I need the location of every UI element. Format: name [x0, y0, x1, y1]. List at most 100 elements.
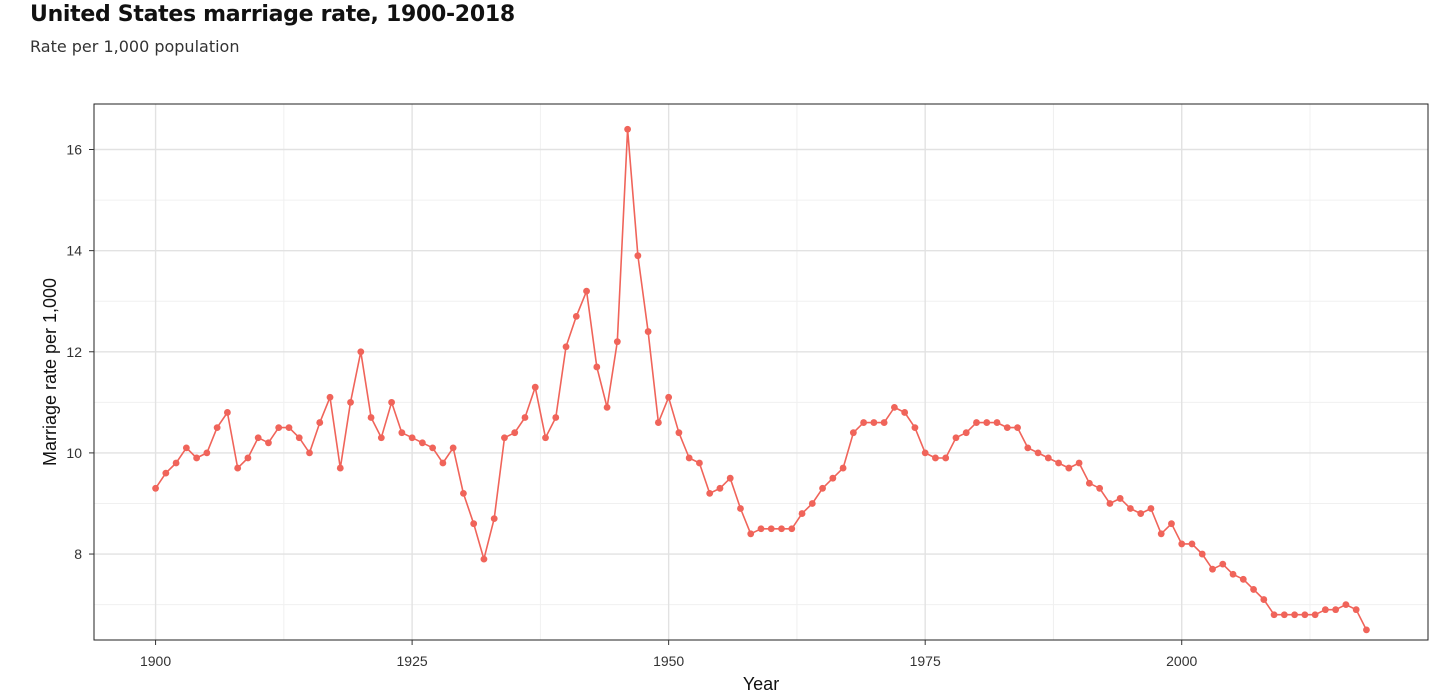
series-points — [152, 125, 1370, 634]
data-point — [1014, 424, 1021, 432]
series-line — [154, 128, 1368, 631]
data-point — [265, 439, 272, 447]
data-point — [295, 434, 303, 442]
data-point — [224, 409, 231, 416]
data-point — [1157, 530, 1165, 538]
data-point — [501, 434, 508, 442]
data-point — [665, 393, 673, 401]
data-point — [1332, 606, 1340, 614]
data-point — [1188, 540, 1196, 548]
data-point — [911, 424, 919, 432]
data-point — [306, 449, 313, 457]
data-point — [418, 439, 426, 447]
data-point — [470, 520, 478, 528]
series-polyline — [154, 128, 1368, 631]
data-point — [1250, 586, 1257, 593]
data-point — [1239, 575, 1247, 583]
data-point — [860, 419, 868, 426]
data-point — [357, 348, 365, 356]
data-point — [778, 525, 785, 533]
data-point — [983, 419, 991, 426]
data-point — [1075, 459, 1083, 467]
data-point — [798, 510, 806, 517]
data-point — [234, 464, 242, 472]
data-point — [880, 419, 888, 426]
data-point — [1311, 611, 1319, 619]
x-axis: 1900 1925 1950 1975 2000 — [140, 640, 1198, 669]
y-tick-label: 8 — [74, 546, 82, 562]
data-point — [849, 429, 857, 437]
x-tick-label: 1950 — [653, 653, 684, 669]
data-point — [921, 449, 929, 457]
grid-major — [94, 104, 1428, 640]
data-point — [870, 419, 878, 426]
data-point — [644, 328, 652, 335]
data-point — [942, 454, 950, 462]
x-tick-label: 1975 — [910, 653, 941, 669]
data-point — [747, 530, 755, 538]
data-point — [562, 343, 570, 351]
y-axis: 8 10 12 14 16 — [66, 142, 94, 562]
data-point — [326, 393, 334, 401]
x-tick-label: 2000 — [1166, 653, 1197, 669]
data-point — [316, 419, 324, 426]
data-point — [377, 434, 385, 442]
data-point — [490, 515, 498, 523]
data-point — [285, 424, 293, 432]
data-point — [1065, 464, 1073, 472]
data-point — [1260, 596, 1268, 603]
data-point — [706, 489, 714, 497]
x-axis-title: Year — [743, 674, 779, 694]
data-point — [1219, 560, 1227, 568]
data-point — [182, 444, 190, 452]
y-tick-label: 16 — [66, 142, 82, 158]
data-point — [901, 409, 909, 416]
data-point — [172, 459, 180, 467]
data-point — [1280, 611, 1288, 619]
y-tick-label: 12 — [66, 344, 82, 360]
data-point — [347, 398, 354, 406]
data-point — [726, 474, 734, 482]
x-tick-label: 1900 — [140, 653, 171, 669]
data-point — [788, 525, 796, 533]
data-point — [1198, 550, 1206, 558]
data-point — [1363, 626, 1370, 634]
data-point — [1127, 505, 1134, 512]
data-point — [593, 363, 601, 371]
data-point — [737, 505, 744, 512]
data-point — [829, 474, 837, 482]
data-point — [1229, 570, 1237, 578]
data-point — [1178, 540, 1186, 548]
data-point — [480, 555, 488, 563]
data-point — [1024, 444, 1032, 452]
data-point — [429, 444, 437, 452]
data-point — [634, 252, 642, 260]
data-point — [583, 287, 590, 295]
data-point — [244, 454, 252, 462]
data-point — [1301, 611, 1309, 619]
data-point — [275, 424, 283, 432]
data-point — [193, 454, 201, 462]
data-point — [1034, 449, 1042, 457]
data-point — [531, 383, 539, 391]
data-point — [1137, 510, 1145, 517]
data-point — [213, 424, 221, 432]
data-point — [891, 403, 898, 411]
x-tick-label: 1925 — [397, 653, 428, 669]
data-point — [962, 429, 970, 437]
data-point — [973, 419, 980, 426]
data-point — [932, 454, 939, 462]
y-axis-title: Marriage rate per 1,000 — [40, 278, 60, 466]
data-point — [685, 454, 693, 462]
data-point — [716, 484, 724, 492]
data-point — [388, 398, 395, 406]
data-point — [1116, 495, 1124, 502]
data-point — [952, 434, 960, 442]
y-tick-label: 14 — [66, 243, 82, 259]
data-point — [993, 419, 1001, 426]
chart-title: United States marriage rate, 1900-2018 — [30, 2, 515, 27]
data-point — [757, 525, 765, 533]
data-point — [398, 429, 406, 437]
data-point — [336, 464, 344, 472]
